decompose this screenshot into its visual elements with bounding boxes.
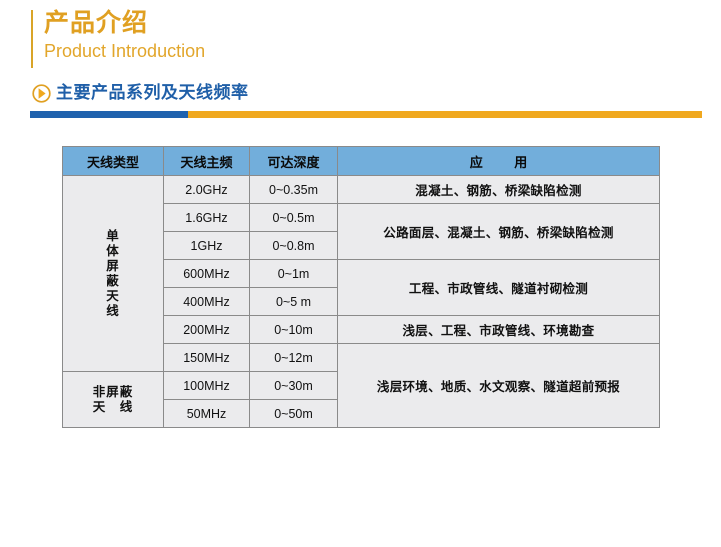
antenna-spec-table-container: 天线类型 天线主频 可达深度 应 用 单 体 屏 蔽 天 线: [62, 146, 660, 428]
table-row: 200MHz 0~10m 浅层、工程、市政管线、环境勘查: [63, 315, 660, 344]
section-title: 主要产品系列及天线频率: [56, 83, 249, 102]
cell-frequency: 2.0GHz: [163, 175, 250, 204]
type-char: 单: [106, 228, 120, 243]
cell-antenna-type-shielded: 单 体 屏 蔽 天 线: [62, 175, 164, 372]
type-char: 屏: [106, 258, 120, 273]
cell-application: 公路面层、混凝土、钢筋、桥梁缺陷检测: [337, 203, 660, 260]
cell-application: 浅层环境、地质、水文观察、隧道超前预报: [337, 343, 660, 428]
cell-frequency: 100MHz: [163, 371, 250, 400]
table-row: 600MHz 0~1m 工程、市政管线、隧道衬砌检测: [63, 259, 660, 316]
cell-frequency: 400MHz: [163, 287, 250, 316]
cell-frequency: 150MHz: [163, 343, 250, 372]
antenna-spec-table: 天线类型 天线主频 可达深度 应 用 单 体 屏 蔽 天 线: [62, 146, 660, 428]
type-line: 非屏蔽: [92, 384, 134, 399]
type-char: 线: [106, 303, 120, 318]
title-accent-rule: [31, 10, 33, 68]
rule-bar-orange-segment: [188, 111, 702, 118]
cell-depth: 0~0.35m: [249, 175, 338, 204]
page-header: 产品介绍 Product Introduction: [0, 0, 721, 75]
table-row: 1.6GHz 0~0.5m 公路面层、混凝土、钢筋、桥梁缺陷检测: [63, 203, 660, 260]
section-rule-bar: [30, 111, 702, 118]
cell-depth: 0~5 m: [249, 287, 338, 316]
cell-depth: 0~10m: [249, 315, 338, 344]
cell-depth: 0~0.5m: [249, 203, 338, 232]
type-char: 体: [106, 243, 120, 258]
column-header-application-label: 应 用: [469, 154, 542, 170]
column-header-main-frequency: 天线主频: [163, 146, 250, 176]
type-char: 蔽: [106, 273, 120, 288]
table-row: 非屏蔽 天 线 100MHz 0~30m: [62, 371, 660, 428]
section-heading-block: 主要产品系列及天线频率: [0, 80, 721, 125]
page-title-cn: 产品介绍: [44, 9, 149, 37]
cell-depth: 0~1m: [249, 259, 338, 288]
cell-depth: 0~30m: [249, 371, 338, 400]
table-row: 1GHz 0~0.8m: [63, 231, 660, 260]
cell-application: 混凝土、钢筋、桥梁缺陷检测: [337, 175, 660, 204]
table-row: 单 体 屏 蔽 天 线 2.0GHz 0~0.35m 混凝土、钢筋、桥梁缺陷检测: [62, 175, 660, 372]
column-header-max-depth: 可达深度: [249, 146, 338, 176]
cell-depth: 0~12m: [249, 343, 338, 372]
cell-frequency: 200MHz: [163, 315, 250, 344]
circle-arrow-right-icon: [32, 84, 51, 103]
cell-frequency: 600MHz: [163, 259, 250, 288]
type-line: 天 线: [92, 399, 134, 414]
cell-application: 工程、市政管线、隧道衬砌检测: [337, 259, 660, 316]
cell-frequency: 1GHz: [163, 231, 250, 260]
table-row: 400MHz 0~5 m: [63, 287, 660, 316]
table-header-row: 天线类型 天线主频 可达深度 应 用: [62, 146, 660, 176]
column-header-application: 应 用: [337, 146, 660, 176]
cell-application: 浅层、工程、市政管线、环境勘查: [337, 315, 660, 344]
cell-frequency: 1.6GHz: [163, 203, 250, 232]
type-char: 天: [106, 288, 120, 303]
cell-frequency: 50MHz: [163, 399, 250, 428]
cell-depth: 0~50m: [249, 399, 338, 428]
column-header-antenna-type: 天线类型: [62, 146, 164, 176]
cell-antenna-type-unshielded: 非屏蔽 天 线: [62, 371, 164, 428]
page-title-en: Product Introduction: [44, 41, 206, 61]
cell-depth: 0~0.8m: [249, 231, 338, 260]
table-row: 50MHz 0~50m: [63, 399, 660, 428]
rule-bar-blue-segment: [30, 111, 188, 118]
table-row: 150MHz 0~12m 浅层环境、地质、水文观察、隧道超前预报: [63, 343, 660, 428]
